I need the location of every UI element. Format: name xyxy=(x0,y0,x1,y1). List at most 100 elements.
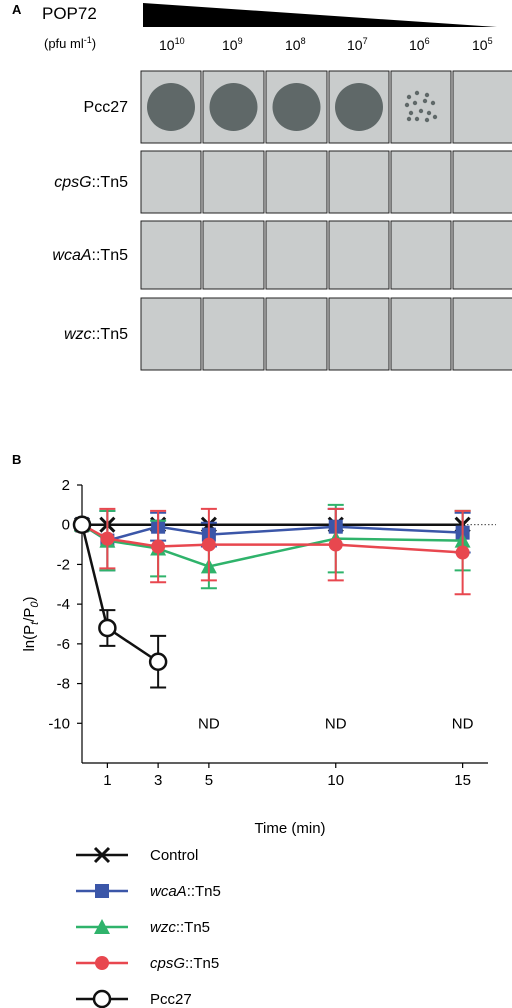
series-line xyxy=(81,523,463,542)
individual-plaque xyxy=(408,110,414,116)
individual-plaque xyxy=(422,98,428,104)
plate-spot xyxy=(328,150,390,214)
plate-spot xyxy=(202,150,265,214)
data-point xyxy=(455,545,470,560)
plaque-clearing xyxy=(147,83,195,131)
dilution-base: 10 xyxy=(285,37,301,53)
y-tick-label: 2 xyxy=(62,477,70,494)
individual-plaque xyxy=(418,108,424,114)
legend-label-text: ::Tn5 xyxy=(185,955,219,972)
dilution-base: 10 xyxy=(159,37,175,53)
legend-label: Pcc27 xyxy=(150,991,192,1008)
plate-spot xyxy=(452,220,512,290)
plate-spot xyxy=(452,150,512,214)
strain-name: Pcc27 xyxy=(84,99,129,116)
x-tick-label: 3 xyxy=(154,772,162,789)
legend-marker xyxy=(95,884,109,898)
individual-plaque xyxy=(426,110,432,116)
unit-suffix: ) xyxy=(92,36,96,51)
strain-name: ::Tn5 xyxy=(92,174,129,191)
strain-name-italic: cpsG xyxy=(54,174,91,191)
dilution-base: 10 xyxy=(472,37,488,53)
plate-spot xyxy=(452,297,512,371)
x-tick-label: 15 xyxy=(454,772,471,789)
legend-marker xyxy=(93,846,111,864)
legend-label-text: Pcc27 xyxy=(150,991,192,1008)
individual-plaque xyxy=(432,114,438,120)
y-tick-label: -2 xyxy=(57,556,70,573)
individual-plaque xyxy=(414,90,420,96)
individual-plaque xyxy=(406,116,412,122)
dilution-base: 10 xyxy=(409,37,425,53)
dilution-exponent: 10 xyxy=(175,36,185,46)
unit-prefix: (pfu ml xyxy=(44,36,84,51)
dilution-base: 10 xyxy=(347,37,363,53)
dilution-exponent: 9 xyxy=(238,36,243,46)
data-point xyxy=(100,531,115,546)
plate-spot xyxy=(328,297,390,371)
panel-b-label: B xyxy=(12,452,21,467)
plate-spot xyxy=(140,150,202,214)
strain-label: Pcc27 xyxy=(84,99,129,116)
series-group xyxy=(74,503,471,590)
plate-spot xyxy=(390,150,452,214)
strain-label: wcaA::Tn5 xyxy=(52,247,128,264)
data-point xyxy=(98,618,117,638)
legend-label: wzc::Tn5 xyxy=(150,919,210,936)
strain-name: ::Tn5 xyxy=(92,326,129,343)
individual-plaque xyxy=(404,102,410,108)
data-point xyxy=(201,537,216,552)
y-tick-label: -8 xyxy=(57,676,70,693)
plate-spot xyxy=(328,220,390,290)
legend-label: Control xyxy=(150,847,198,864)
strain-label: wzc::Tn5 xyxy=(64,326,128,343)
dilution-base: 10 xyxy=(222,37,238,53)
legend-label-italic: cpsG xyxy=(150,955,185,972)
nd-annotation: ND xyxy=(325,715,347,732)
y-tick-label: -10 xyxy=(48,715,70,732)
plate-spot xyxy=(265,220,328,290)
dilution-gradient-wedge xyxy=(143,3,497,27)
legend-label-text: Control xyxy=(150,847,198,864)
plate-spot xyxy=(140,297,202,371)
individual-plaque xyxy=(424,117,430,123)
x-tick-label: 1 xyxy=(103,772,111,789)
series-group xyxy=(72,515,168,689)
plaque-clearing xyxy=(335,83,383,131)
strain-name-italic: wcaA xyxy=(52,247,91,264)
plate-spot xyxy=(390,70,452,144)
plate-spot xyxy=(390,220,452,290)
plate-spot xyxy=(265,297,328,371)
legend-label: wcaA::Tn5 xyxy=(150,883,221,900)
plate-spot xyxy=(265,150,328,214)
y-tick-label: 0 xyxy=(62,517,70,534)
y-label-mid: /P xyxy=(21,608,38,622)
y-label-suffix: ) xyxy=(21,596,38,601)
dilution-label: 106 xyxy=(409,36,430,53)
strain-name: ::Tn5 xyxy=(92,247,129,264)
dilution-exponent: 7 xyxy=(363,36,368,46)
panel-a-unit: (pfu ml-1) xyxy=(44,35,96,51)
dilution-label: 107 xyxy=(347,36,368,53)
legend-label-italic: wcaA xyxy=(150,883,187,900)
dilution-exponent: 8 xyxy=(301,36,306,46)
legend-marker xyxy=(95,956,109,970)
dilution-label: 108 xyxy=(285,36,306,53)
x-tick-label: 5 xyxy=(205,772,213,789)
x-tick-label: 10 xyxy=(327,772,344,789)
y-tick-label: -4 xyxy=(57,596,70,613)
strain-label: cpsG::Tn5 xyxy=(54,174,128,191)
x-axis-title: Time (min) xyxy=(254,820,325,837)
data-point xyxy=(72,515,92,534)
y-axis-title: ln(Pt/P0) xyxy=(21,596,41,651)
individual-plaque xyxy=(414,116,420,122)
legend-label-text: ::Tn5 xyxy=(187,883,221,900)
dilution-label: 1010 xyxy=(159,36,185,53)
legend-marker xyxy=(94,919,110,934)
dilution-exponent: 6 xyxy=(425,36,430,46)
plate-spot xyxy=(390,297,452,371)
legend-label-italic: wzc xyxy=(150,919,176,936)
nd-annotation: ND xyxy=(452,715,474,732)
